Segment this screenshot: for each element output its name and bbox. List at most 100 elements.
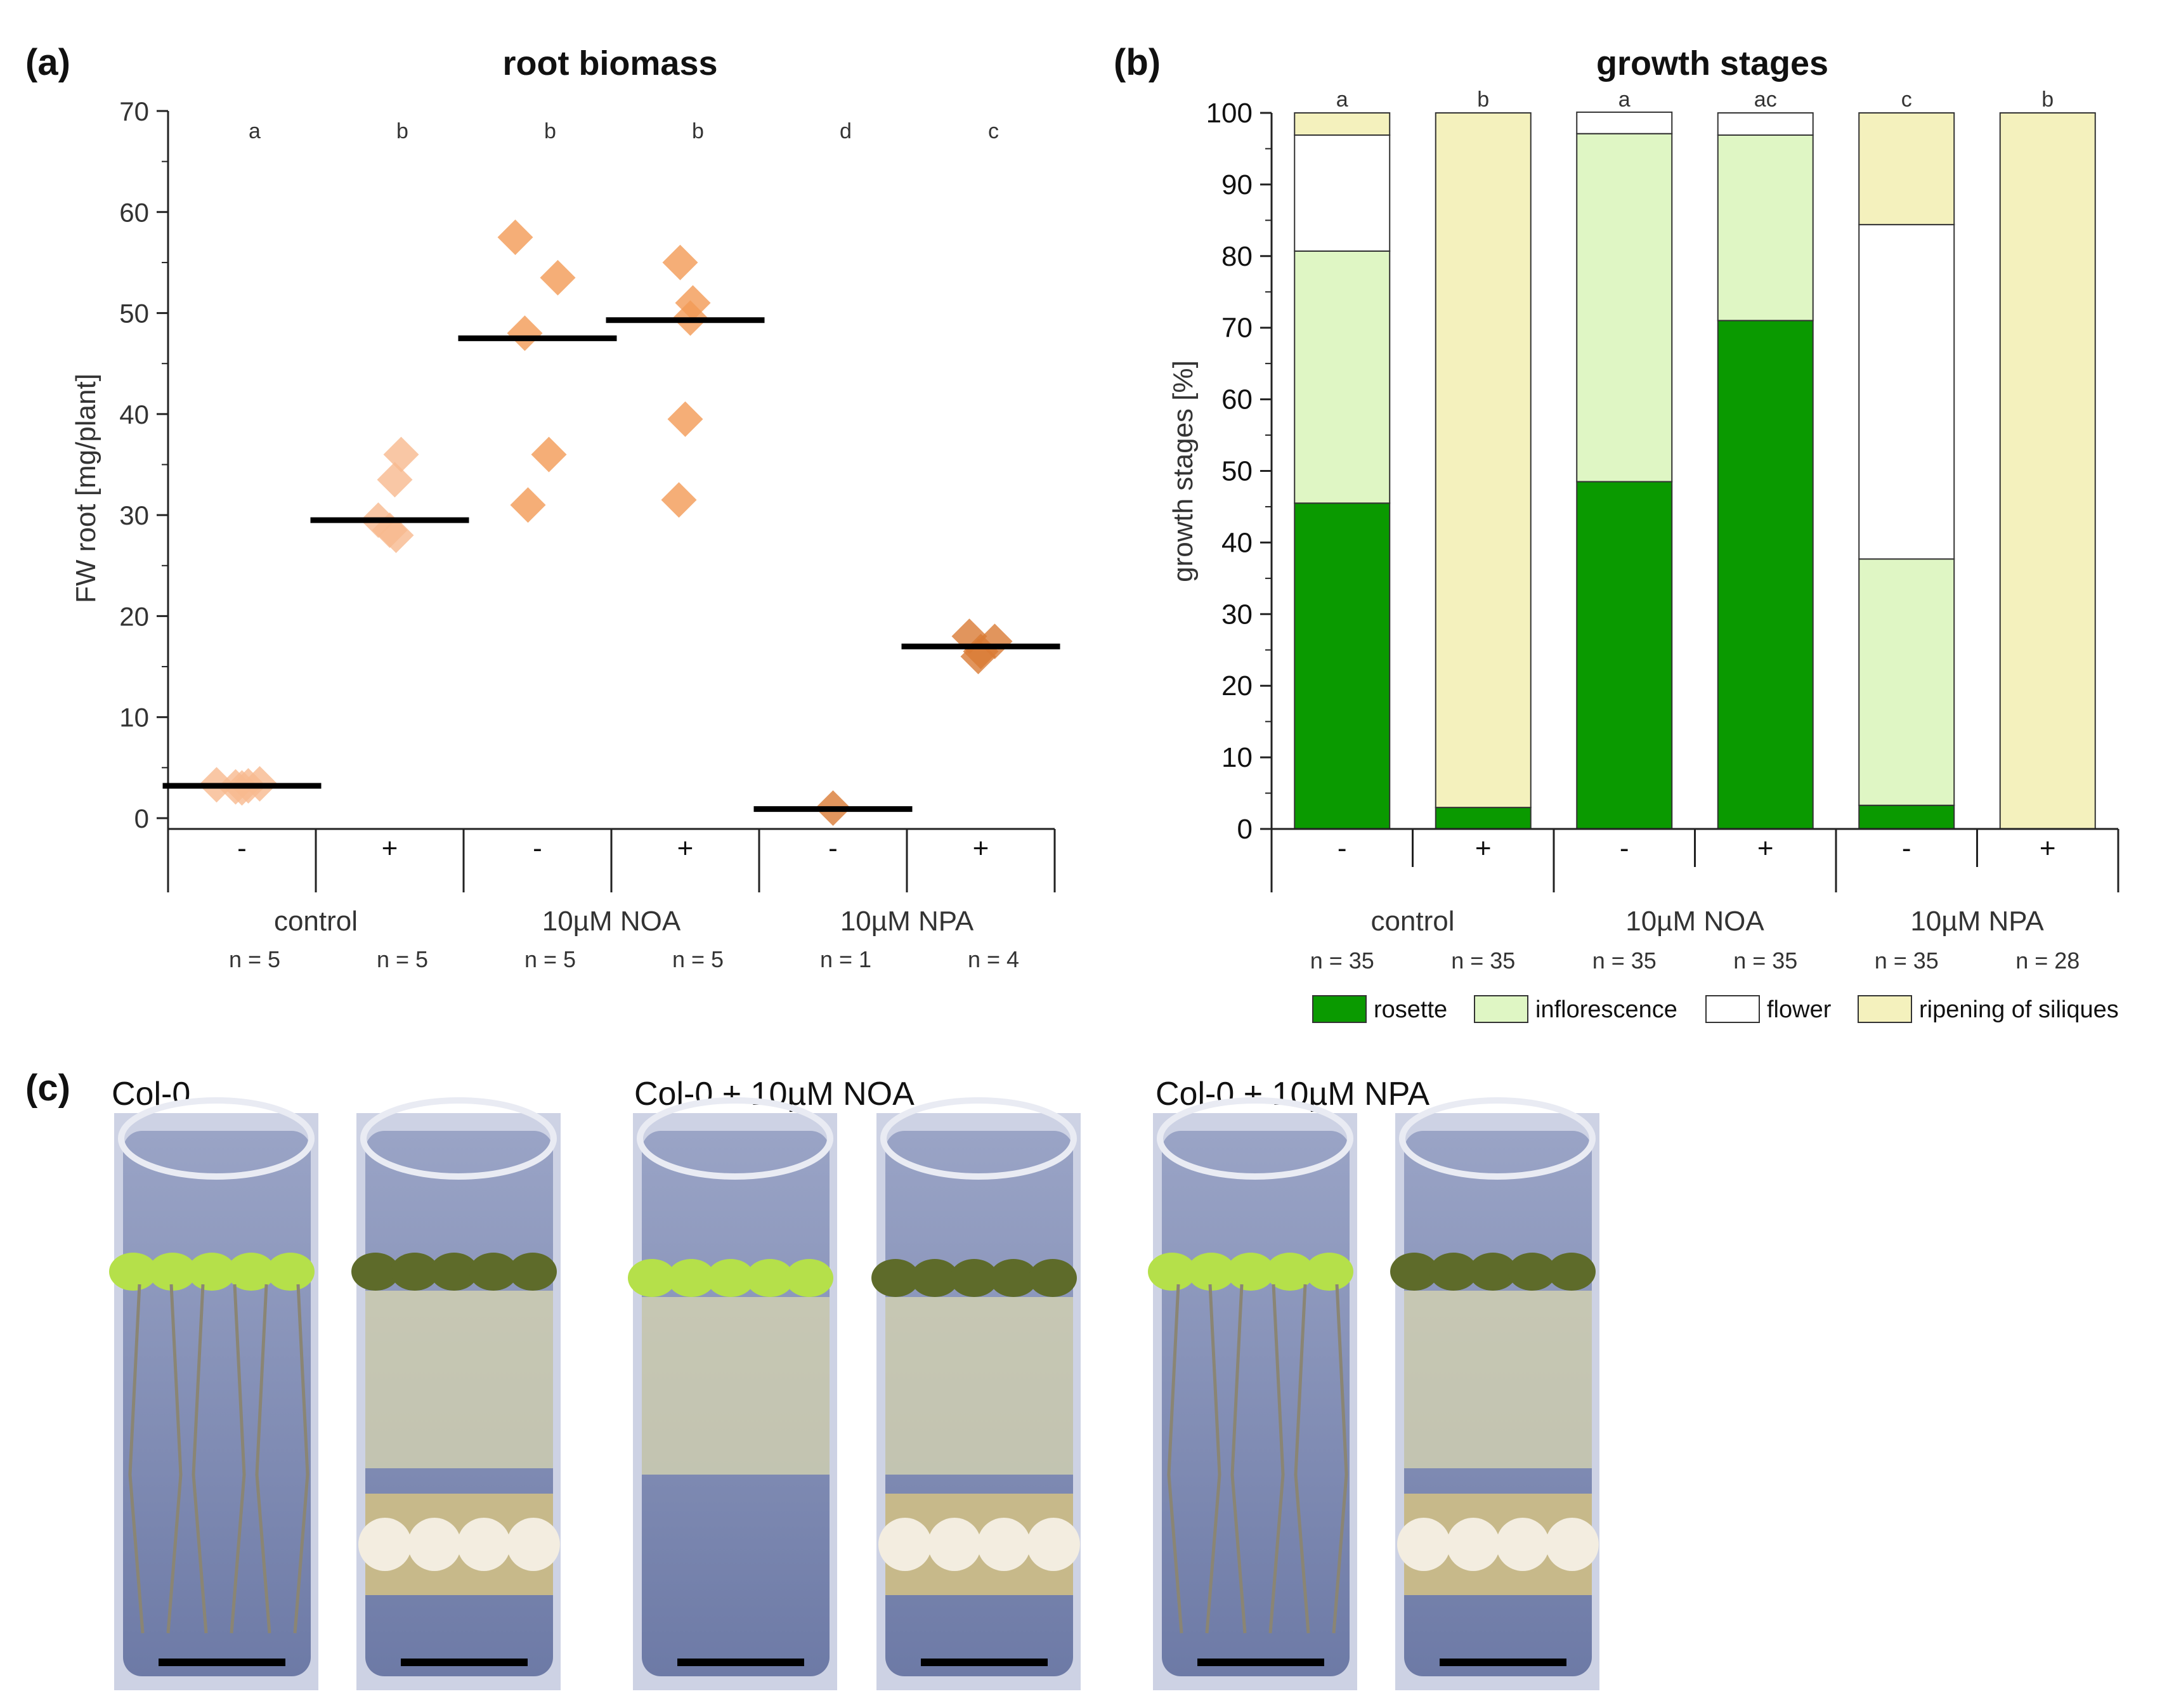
fungal-plug [358, 1518, 412, 1571]
rosette [430, 1253, 478, 1291]
panel-a-treatment-label: + [973, 833, 989, 864]
panel-a-y-axis-label: FW root [mg/plant] [70, 374, 101, 603]
panel-c-label: (c) [25, 1067, 70, 1109]
panel-b-bar-segment-ripening-of-siliques [1858, 112, 1955, 226]
panel-b-group-label: 10µM NPA [1910, 906, 2044, 937]
panel-a-significance-letter: b [396, 119, 408, 143]
panel-b-categories: - + - + - + control 10µM NOA 10µM NPA n = 35 n = 3… [1310, 833, 2080, 974]
panel-b-legend-swatch [1705, 995, 1760, 1023]
rosette [1429, 1253, 1478, 1291]
rosette [911, 1259, 959, 1297]
rosette [509, 1253, 557, 1291]
panel-b-n-label: n = 35 [1451, 948, 1515, 974]
rosette [148, 1253, 197, 1291]
panel-b-n-label: n = 28 [2015, 948, 2080, 974]
panel-b-bar-segment-flower [1858, 224, 1955, 560]
rosette [1508, 1253, 1556, 1291]
panel-a-data-point [540, 259, 576, 296]
plate-edge-highlight [637, 1097, 833, 1180]
panel-b-legend-label: flower [1767, 996, 1832, 1023]
plate-edge-highlight [1157, 1097, 1353, 1180]
panel-b-legend-label: inflorescence [1535, 996, 1677, 1023]
panel-a-treatment-label: + [677, 833, 694, 864]
panel-b-treatment-label: + [2040, 833, 2056, 864]
scale-bar [1440, 1659, 1566, 1666]
rosette [1187, 1253, 1235, 1291]
panel-b-bar-segment-rosette [1717, 320, 1814, 830]
panel-a-group-label: 10µM NPA [840, 906, 974, 937]
root-strand [128, 1284, 145, 1634]
fungal-plug [408, 1518, 461, 1571]
petri-plate-photo [351, 1097, 561, 1690]
panel-a-treatment-label: - [828, 833, 838, 864]
plate-agar [1162, 1131, 1350, 1676]
scale-bar [401, 1659, 528, 1666]
panel-a-means [162, 317, 1060, 812]
rosette [1390, 1253, 1438, 1291]
panel-b-bar-segment-rosette [1858, 804, 1955, 830]
scale-bar [921, 1659, 1048, 1666]
panel-c-plate-photos: (c) Col-0 Col-0 + 10µM NOA Col-0 + 10µM … [25, 1067, 1599, 1690]
rosette [188, 1253, 236, 1291]
panel-b-treatment-label: + [1475, 833, 1492, 864]
panel-a-label: (a) [25, 42, 70, 83]
panel-b-significance-letter: b [2041, 88, 2054, 112]
panel-b-n-label: n = 35 [1592, 948, 1657, 974]
rosette [109, 1253, 157, 1291]
panel-a-axes [167, 111, 1056, 892]
fungal-plug [928, 1518, 981, 1571]
rosette [1266, 1253, 1314, 1291]
panel-b-legend-swatch [1474, 995, 1528, 1023]
panel-a-treatment-label: - [533, 833, 542, 864]
panel-a-y-ticks: 0 10 20 30 40 50 60 70 [119, 96, 168, 833]
scale-bar [677, 1659, 804, 1666]
panel-b-y-ticks: 0 10 20 30 40 50 60 70 80 90 100 [1206, 98, 1272, 845]
panel-a-data-point [531, 436, 567, 473]
root-strand [1268, 1284, 1285, 1634]
panel-a-y-tick-label: 30 [119, 500, 149, 530]
panel-a-n-label: n = 5 [524, 946, 576, 972]
panel-a-n-label: n = 1 [820, 946, 871, 972]
rosette [785, 1259, 833, 1297]
petri-plate-photo [109, 1097, 318, 1690]
root-strand [166, 1284, 183, 1634]
rosette [391, 1253, 439, 1291]
panel-b-bar-segment-inflorescence [1858, 558, 1955, 806]
panel-a-significance-letter: a [249, 119, 261, 143]
rosette [628, 1259, 676, 1297]
panel-b-treatment-label: + [1757, 833, 1774, 864]
panel-b-y-tick-label: 20 [1221, 670, 1253, 701]
rosette [1227, 1253, 1275, 1291]
rosette [989, 1259, 1038, 1297]
panel-a-n-label: n = 4 [968, 946, 1019, 972]
panel-a-treatment-label: + [382, 833, 398, 864]
panel-a-data-point [510, 487, 546, 523]
rosette [351, 1253, 400, 1291]
panel-b-significance: a b a ac c b [1336, 88, 2054, 112]
panel-b-bar-segment-rosette [1576, 481, 1673, 830]
rosette [1547, 1253, 1596, 1291]
panel-b-y-tick-label: 60 [1221, 384, 1253, 415]
panel-a-y-tick-label: 70 [119, 96, 149, 126]
fungal-plug [457, 1518, 511, 1571]
panel-b-bar-segment-ripening-of-siliques [1294, 112, 1391, 136]
scale-bar [1197, 1659, 1324, 1666]
panel-b-significance-letter: a [1618, 88, 1631, 112]
petri-plate-photo [1390, 1097, 1599, 1690]
fungal-plug [507, 1518, 560, 1571]
plate-edge-highlight [360, 1097, 557, 1180]
panel-b-y-tick-label: 0 [1237, 814, 1253, 845]
panel-b-n-label: n = 35 [1310, 948, 1374, 974]
panel-b-axes [1270, 113, 2119, 892]
panel-a-data-point [507, 315, 543, 351]
panel-b-bars [1294, 111, 2096, 830]
panel-b-legend-swatch [1858, 995, 1912, 1023]
rosette [871, 1259, 920, 1297]
panel-b-title: growth stages [1596, 44, 1828, 82]
panel-b-y-tick-label: 40 [1221, 527, 1253, 558]
panel-b-y-tick-label: 50 [1221, 456, 1253, 487]
panel-b-bar-segment-flower [1576, 111, 1673, 134]
root-strand [230, 1284, 246, 1634]
rosette [706, 1259, 755, 1297]
panel-b-legend-label: ripening of siliques [1919, 996, 2119, 1023]
